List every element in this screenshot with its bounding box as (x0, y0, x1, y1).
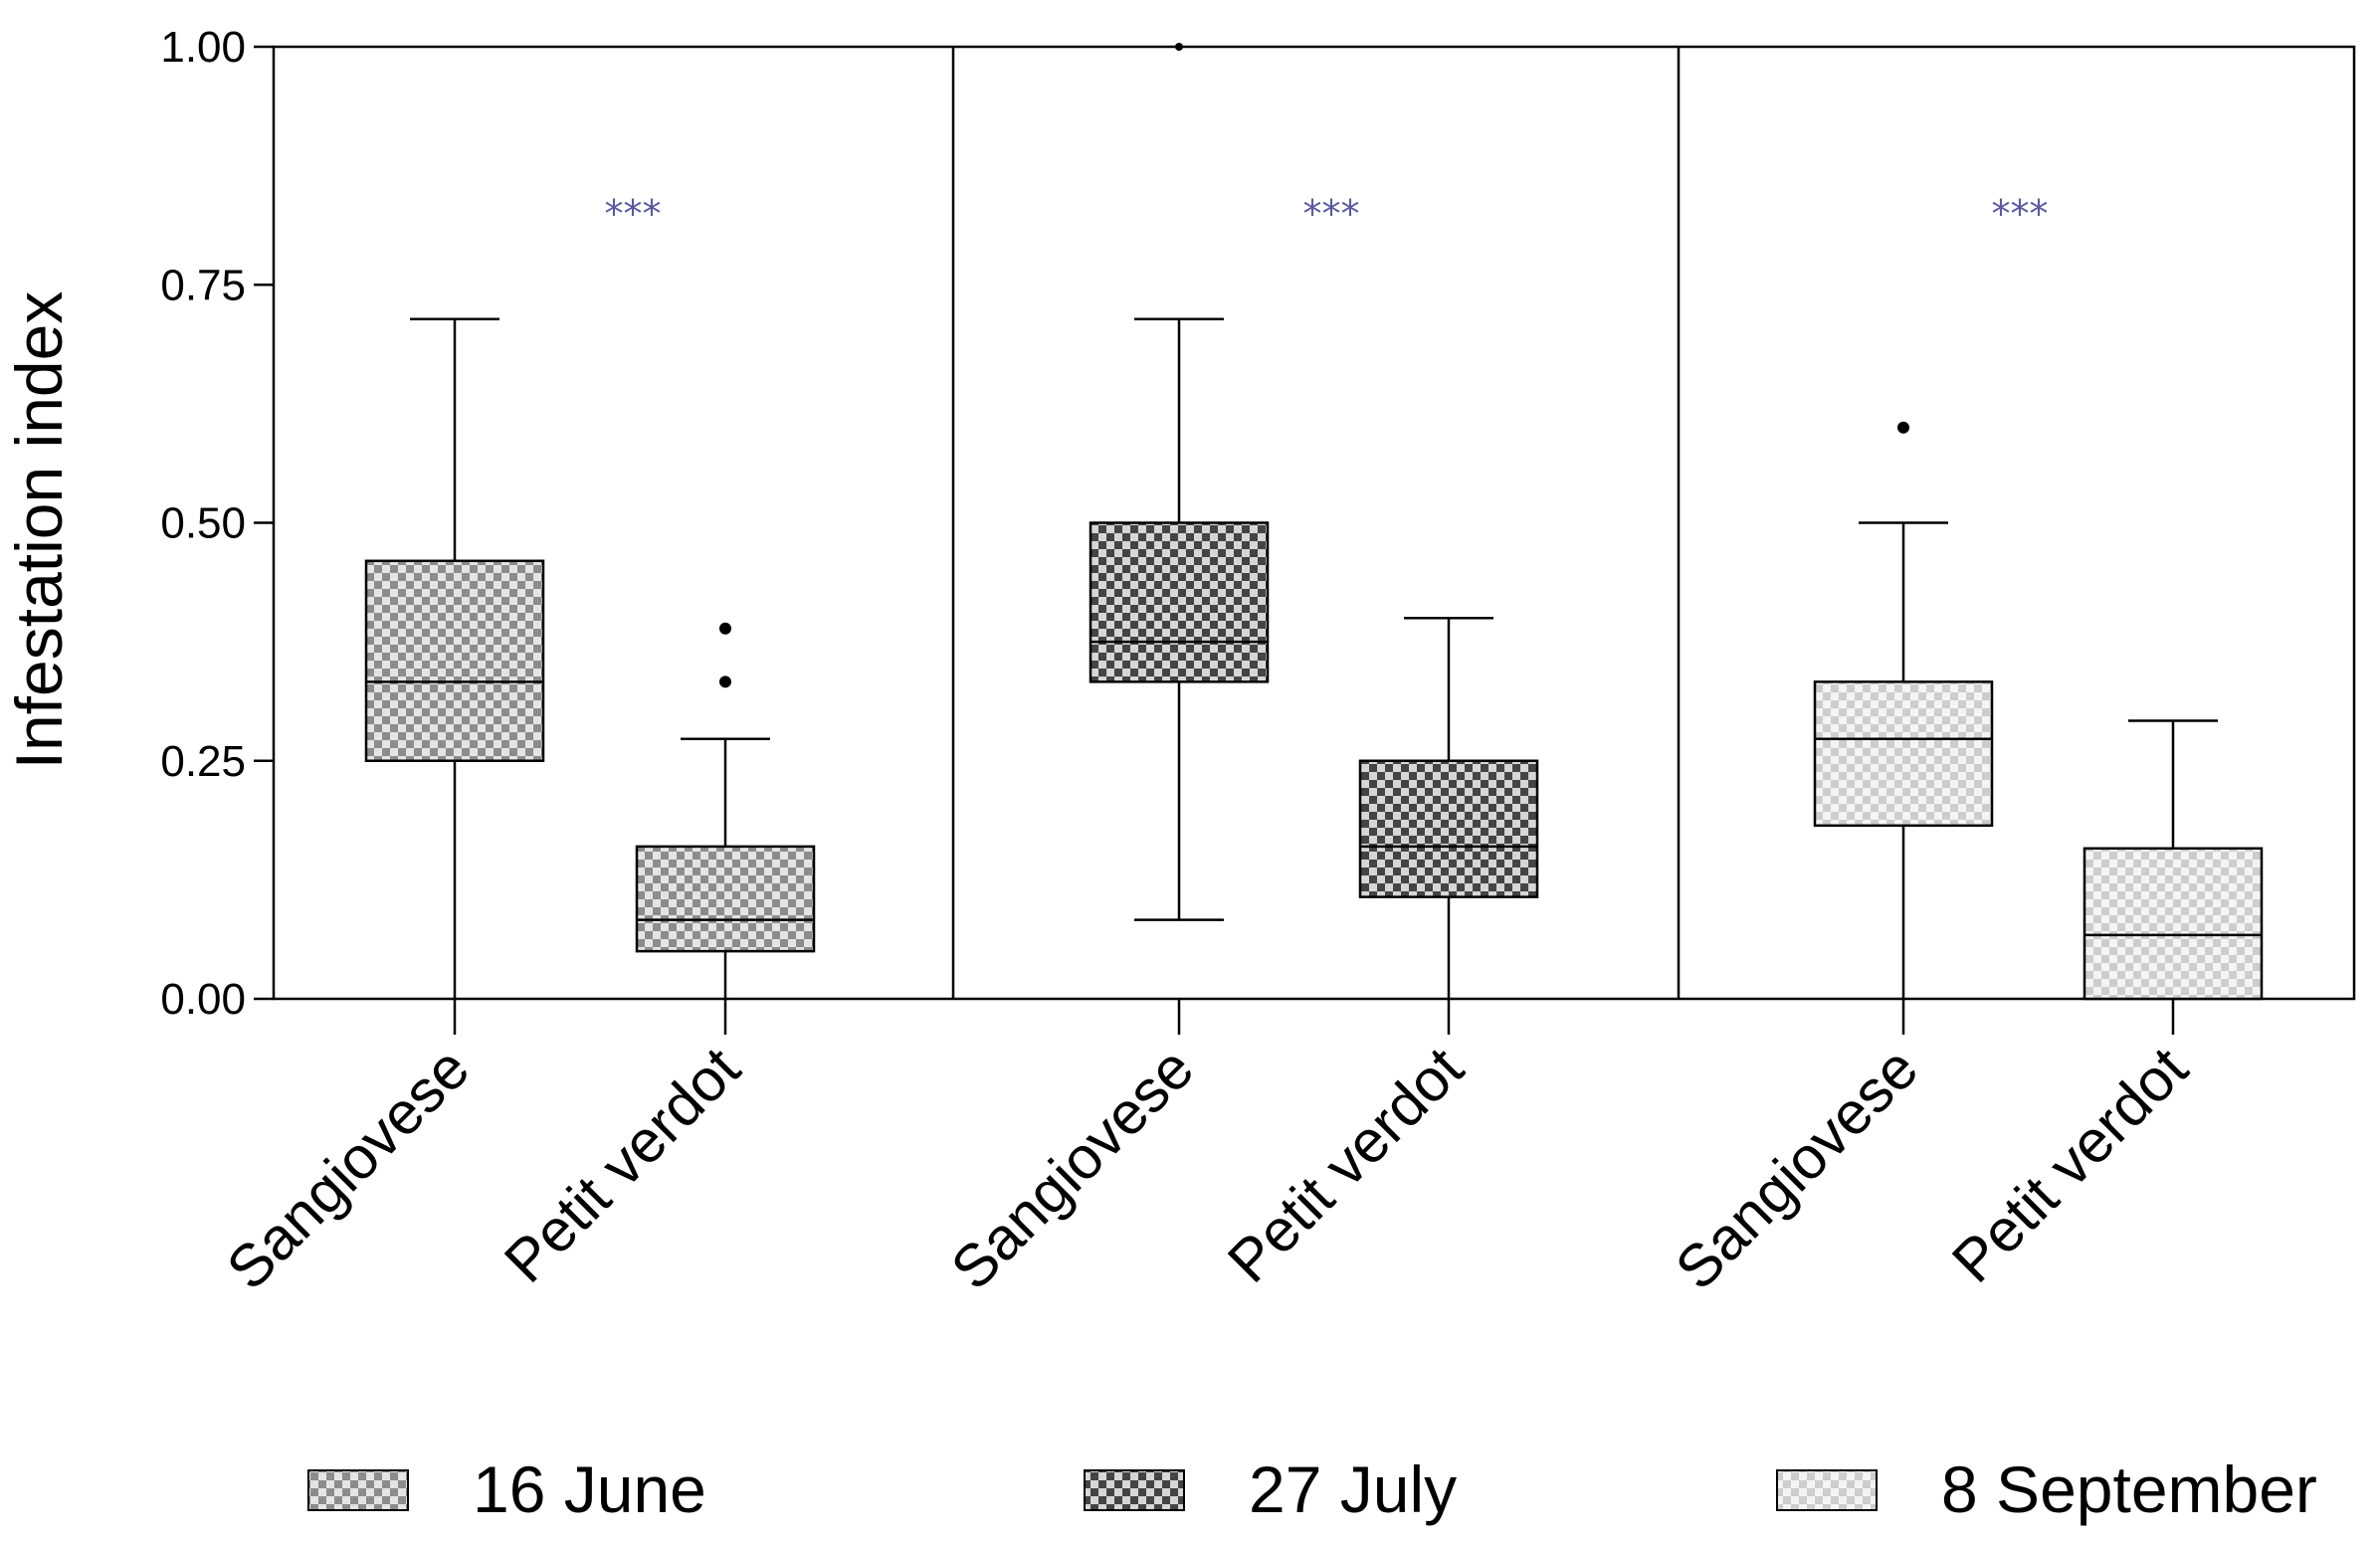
legend-label: 27 July (1249, 1452, 1457, 1526)
x-axis-labels: Sangiovese Petit verdot Sangiovese Petit ve… (214, 1035, 2200, 1302)
legend-item: 8 September (1776, 1452, 2317, 1526)
x-category-label: Sangiovese (938, 1035, 1206, 1302)
box-sangiovese (364, 317, 545, 1035)
outlier-point (719, 622, 731, 635)
y-tick-label: 0.50 (160, 499, 246, 548)
box-petit-verdot (1358, 616, 1539, 1035)
iqr-box (364, 559, 545, 763)
iqr-box (1358, 759, 1539, 898)
box-petit-verdot (2082, 719, 2264, 1035)
legend-label: 16 June (473, 1452, 706, 1526)
y-tick-label: 0.75 (160, 261, 246, 309)
boxes-layer: *** *** *** (364, 43, 2264, 1035)
y-axis-title: Infestation index (2, 291, 76, 770)
legend-item: 16 June (307, 1452, 706, 1526)
legend-swatch (307, 1469, 409, 1511)
box-petit-verdot (635, 622, 816, 1035)
outlier-point (1175, 43, 1183, 51)
y-axis: 0.00 0.25 0.50 0.75 1.00 (160, 23, 274, 1024)
legend: 16 June 27 July 8 September (307, 1452, 2317, 1526)
iqr-box (635, 845, 816, 953)
iqr-box (2082, 847, 2264, 1001)
significance-label: *** (1992, 192, 2049, 236)
box-sangiovese (1813, 421, 1994, 1035)
outlier-point (1897, 421, 1909, 434)
x-category-label: Petit verdot (492, 1035, 752, 1295)
x-category-label: Sangiovese (214, 1035, 482, 1302)
x-category-label: Petit verdot (1939, 1035, 2200, 1295)
y-tick-label: 1.00 (160, 23, 246, 72)
y-tick-label: 0.00 (160, 975, 246, 1024)
x-category-label: Sangiovese (1663, 1035, 1930, 1302)
x-category-label: Petit verdot (1215, 1035, 1476, 1295)
y-tick-label: 0.25 (160, 737, 246, 786)
plot-frame (272, 45, 2356, 1001)
iqr-box (1813, 680, 1994, 828)
iqr-box (1089, 521, 1270, 683)
outlier-point (719, 676, 731, 688)
legend-swatch (1776, 1469, 1878, 1511)
legend-item: 27 July (1084, 1452, 1457, 1526)
significance-label: *** (1303, 192, 1360, 236)
legend-swatch (1084, 1469, 1185, 1511)
significance-label: *** (605, 192, 662, 236)
box-sangiovese (1089, 43, 1270, 1035)
legend-label: 8 September (1941, 1452, 2317, 1526)
